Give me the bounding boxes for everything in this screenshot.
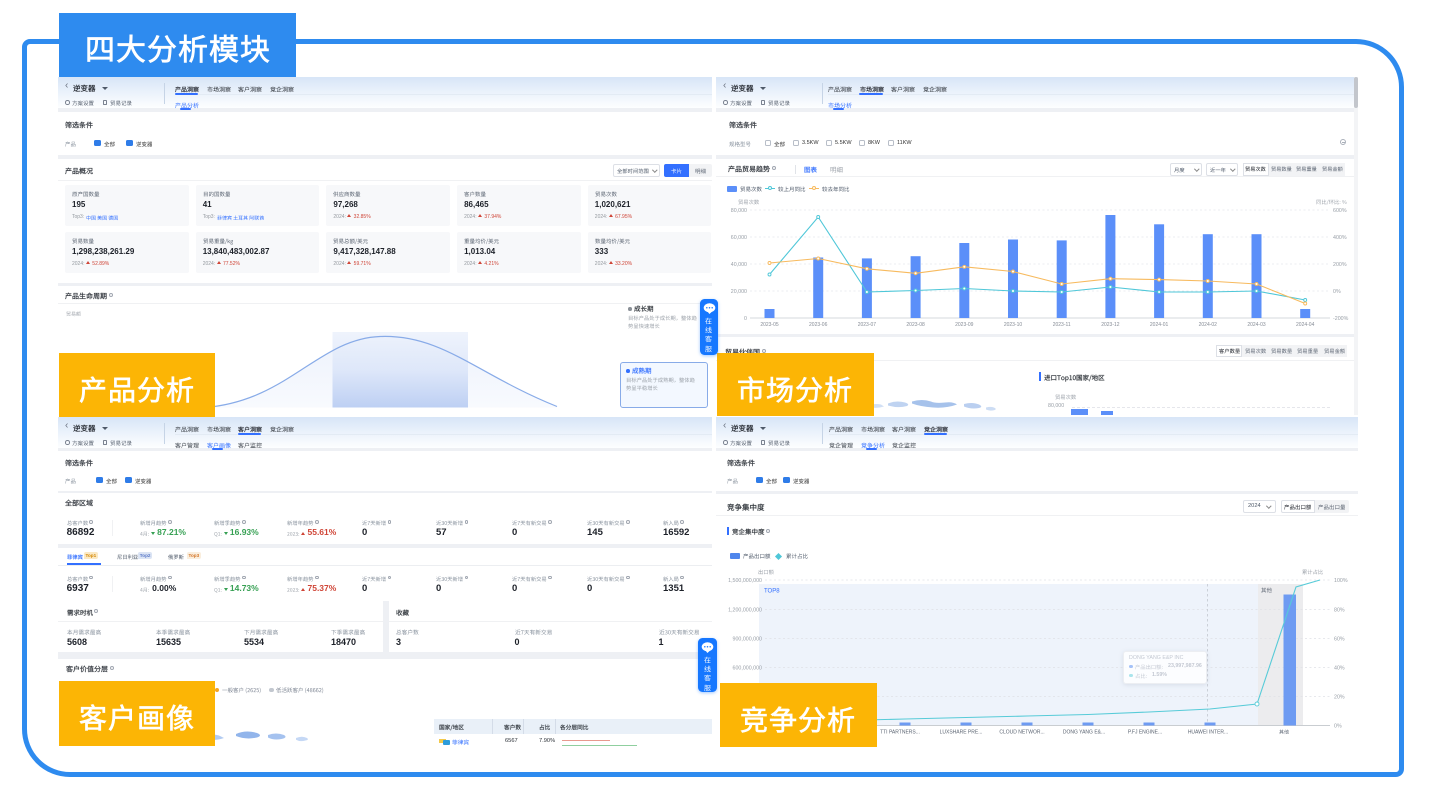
- svg-text:40,000: 40,000: [731, 262, 747, 268]
- svg-text:600,000,000: 600,000,000: [733, 666, 763, 672]
- svg-text:0%: 0%: [1333, 289, 1341, 295]
- svg-text:60,000: 60,000: [731, 235, 747, 241]
- svg-text:2023-05: 2023-05: [760, 322, 779, 328]
- svg-text:900,000,000: 900,000,000: [733, 637, 763, 643]
- svg-text:2023-07: 2023-07: [858, 322, 877, 328]
- svg-text:2023-06: 2023-06: [809, 322, 828, 328]
- svg-text:2023-09: 2023-09: [955, 322, 974, 328]
- svg-text:80,000: 80,000: [731, 208, 747, 214]
- svg-text:CLOUD NETWOR...: CLOUD NETWOR...: [999, 730, 1044, 736]
- svg-text:2023-12: 2023-12: [1101, 322, 1120, 328]
- svg-text:2023-10: 2023-10: [1004, 322, 1023, 328]
- svg-text:TTI PARTNERS...: TTI PARTNERS...: [880, 730, 920, 736]
- svg-text:60%: 60%: [1334, 637, 1345, 643]
- svg-text:100%: 100%: [1334, 578, 1348, 584]
- svg-text:2024-02: 2024-02: [1199, 322, 1218, 328]
- svg-text:1,500,000,000: 1,500,000,000: [728, 578, 762, 584]
- svg-text:TOP8: TOP8: [764, 589, 780, 595]
- svg-text:20,000: 20,000: [731, 289, 747, 295]
- svg-text:40%: 40%: [1334, 666, 1345, 672]
- svg-text:P.FJ ENGINE...: P.FJ ENGINE...: [1128, 730, 1162, 736]
- svg-text:400%: 400%: [1333, 235, 1347, 241]
- svg-text:2023-08: 2023-08: [906, 322, 925, 328]
- svg-text:2023-11: 2023-11: [1053, 322, 1071, 328]
- svg-text:1,200,000,000: 1,200,000,000: [728, 608, 762, 614]
- svg-text:2024-03: 2024-03: [1247, 322, 1266, 328]
- svg-text:LUXSHARE PRE...: LUXSHARE PRE...: [940, 730, 983, 736]
- svg-text:80%: 80%: [1334, 608, 1345, 614]
- svg-text:600%: 600%: [1333, 208, 1347, 214]
- svg-text:0: 0: [744, 316, 747, 322]
- svg-text:-200%: -200%: [1333, 316, 1349, 322]
- svg-text:HUAWEI INTER...: HUAWEI INTER...: [1188, 730, 1228, 736]
- svg-text:2024-04: 2024-04: [1296, 322, 1315, 328]
- svg-text:20%: 20%: [1334, 695, 1345, 701]
- svg-text:DONG YANG E&...: DONG YANG E&...: [1063, 730, 1105, 736]
- svg-text:2024-01: 2024-01: [1150, 322, 1169, 328]
- svg-text:200%: 200%: [1333, 262, 1347, 268]
- svg-text:0%: 0%: [1334, 724, 1342, 730]
